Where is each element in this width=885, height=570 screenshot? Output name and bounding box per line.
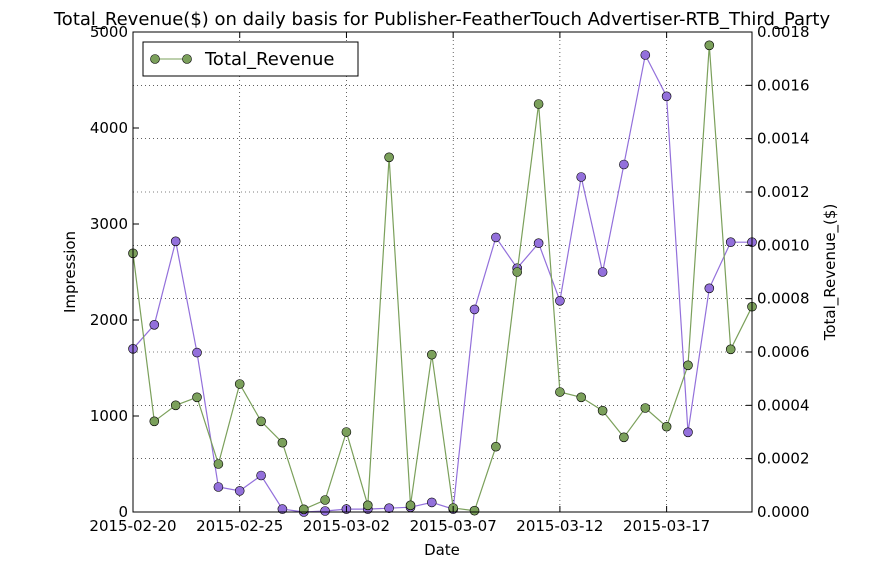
total-revenue-point <box>320 495 330 505</box>
impression-point <box>725 237 736 247</box>
y-right-tick-label: 0.0012 <box>757 183 810 201</box>
impression-point <box>576 172 587 182</box>
x-tick-label: 2015-03-17 <box>623 517 710 535</box>
total-revenue-point <box>619 432 629 443</box>
y-right-tick-label: 0.0006 <box>757 343 810 361</box>
x-tick-label: 2015-03-12 <box>516 517 603 535</box>
impression-point <box>597 267 608 277</box>
y-right-tick-label: 0.0008 <box>757 290 810 308</box>
total-revenue-point <box>149 416 160 427</box>
impression-point <box>619 159 629 170</box>
legend-label: Total_Revenue <box>204 49 334 70</box>
y-right-tick-label: 0.0018 <box>757 23 810 41</box>
y-axis-right-label: Total_Revenue_($) <box>821 204 840 342</box>
total-revenue-point <box>384 152 394 163</box>
impression-point <box>426 497 437 508</box>
impression-point <box>320 506 330 516</box>
total-revenue-point <box>725 344 736 355</box>
y-right-tick-label: 0.0004 <box>757 396 810 414</box>
impression-point <box>384 503 394 514</box>
total-revenue-point <box>362 500 373 511</box>
impression-point <box>277 504 288 514</box>
y-right-tick-label: 0.0010 <box>757 236 810 254</box>
total-revenue-point <box>170 400 181 411</box>
impression-point <box>555 295 565 306</box>
ticks: 2015-02-20 2015-02-25 2015-03-02 2015-03-07… <box>89 23 809 535</box>
impression-point <box>149 319 160 330</box>
y-left-tick-label: 2000 <box>90 311 128 329</box>
x-tick-label: 2015-03-02 <box>303 517 390 535</box>
total-revenue-point <box>256 416 266 427</box>
total-revenue-point <box>597 405 608 416</box>
total-revenue-point <box>661 421 672 432</box>
total-revenue-point <box>277 437 288 448</box>
total-revenue-point <box>533 99 544 109</box>
y-left-tick-label: 5000 <box>90 23 128 41</box>
y-left-tick-label: 1000 <box>90 407 128 425</box>
x-tick-label: 2015-02-25 <box>196 517 283 535</box>
impression-point <box>640 50 651 60</box>
impression-point <box>469 304 480 315</box>
impression-point <box>234 486 245 496</box>
plot-frame <box>132 31 753 513</box>
impression-point <box>533 238 544 248</box>
total-revenue-line <box>132 45 753 512</box>
total-revenue-point <box>234 379 245 389</box>
y-right-tick-label: 0.0002 <box>757 450 810 468</box>
y-right-tick-label: 0.0016 <box>757 76 810 94</box>
impression-line <box>132 53 752 513</box>
chart-title: Total_Revenue($) on daily basis for Publ… <box>53 9 831 30</box>
x-tick-label: 2015-02-20 <box>89 517 176 535</box>
total-revenue-point <box>555 387 565 397</box>
total-revenue-point <box>512 267 523 277</box>
total-revenue-point <box>640 403 651 413</box>
impression-point <box>661 91 672 102</box>
y-left-tick-label: 3000 <box>90 215 128 233</box>
total-revenue-point <box>426 349 437 360</box>
total-revenue-point <box>213 459 224 469</box>
impression-point <box>192 347 202 358</box>
grid <box>132 31 752 513</box>
y-left-tick-label: 0 <box>118 503 128 521</box>
y-axis-left-label: Impression <box>61 231 79 313</box>
y-right-tick-label: 0.0014 <box>757 130 810 148</box>
total-revenue-point <box>683 360 693 371</box>
series-layer <box>128 40 757 517</box>
legend: Total_Revenue <box>142 41 359 77</box>
impression-point <box>213 482 224 492</box>
total-revenue-point <box>405 500 416 511</box>
legend-marker-left <box>150 54 160 64</box>
total-revenue-point <box>341 427 352 437</box>
impression-point <box>704 283 715 294</box>
y-right-tick-label: 0.0000 <box>757 503 810 521</box>
impression-point <box>491 232 501 243</box>
legend-marker-right <box>182 54 192 64</box>
impression-point <box>256 470 266 481</box>
x-tick-label: 2015-03-07 <box>410 517 497 535</box>
total-revenue-point <box>469 505 480 516</box>
total-revenue-point <box>491 441 501 452</box>
total-revenue-point <box>192 392 202 403</box>
x-axis-label: Date <box>424 541 460 559</box>
impression-point <box>683 427 693 438</box>
total-revenue-point <box>576 392 587 403</box>
impression-point <box>170 236 181 247</box>
y-left-tick-label: 4000 <box>90 119 128 137</box>
total-revenue-point <box>704 40 715 51</box>
